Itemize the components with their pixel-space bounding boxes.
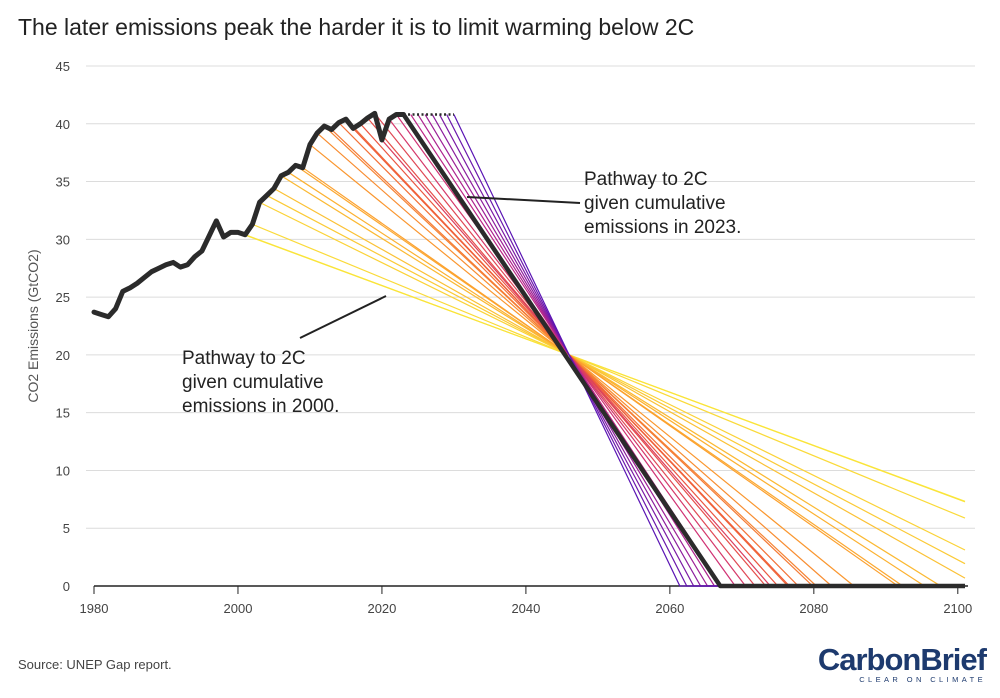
annotation-2000-line-1: Pathway to 2C [182,348,306,369]
x-tick-label-2040: 2040 [511,601,540,616]
annotation-2000-line-3: emissions in 2000. [182,396,339,417]
annotation-2023-leader [466,196,581,204]
pathway-line-2004 [266,194,966,565]
annotation-layer: Pathway to 2C given cumulative emissions i… [182,169,741,417]
x-tick-label-2000: 2000 [224,601,253,616]
y-tick-label-45: 45 [56,59,70,74]
y-tick-label-30: 30 [56,232,70,247]
annotation-2023-line-2: given cumulative [584,193,726,214]
annotation-2000-leader [299,295,387,339]
series-layer [91,110,965,589]
axis-layer: 0 5 10 15 20 25 30 35 40 45 1980 2000 2020 2040 2060 20… [56,59,973,616]
y-tick-label-35: 35 [56,175,70,190]
y-tick-label-40: 40 [56,117,70,132]
y-tick-label-25: 25 [56,290,70,305]
y-tick-label-5: 5 [63,521,70,536]
y-tick-label-15: 15 [56,406,70,421]
x-tick-label-2060: 2060 [655,601,684,616]
emissions-chart: 0 5 10 15 20 25 30 35 40 45 1980 2000 2020 2040 2060 20… [25,59,975,616]
annotation-2023-line-1: Pathway to 2C [584,169,708,190]
annotation-2023-line-3: emissions in 2023. [584,217,741,238]
pathway-line-2002 [252,223,966,519]
y-tick-label-10: 10 [56,463,70,478]
annotation-2000-line-2: given cumulative [182,372,324,393]
x-tick-label-2080: 2080 [799,601,828,616]
source-note: Source: UNEP Gap report. [18,657,172,672]
x-tick-label-2100: 2100 [943,601,972,616]
pathway-line-2005 [273,187,966,579]
y-tick-label-0: 0 [63,579,70,594]
logo-wordmark: CarbonBrief [817,642,987,677]
carbonbrief-logo: CarbonBrief CLEAR ON CLIMATE [817,642,987,685]
chart-title: The later emissions peak the harder it i… [18,14,695,40]
logo-tagline: CLEAR ON CLIMATE [859,675,986,684]
x-tick-label-1980: 1980 [80,601,109,616]
x-tick-label-2020: 2020 [367,601,396,616]
pathway-line-2003 [259,201,966,551]
pathway-line-2001 [244,234,966,503]
grid-layer [86,65,975,529]
historical-emissions-line [91,110,407,320]
highlighted-2023-pathway [401,113,965,589]
y-axis-label: CO2 Emissions (GtCO2) [25,249,41,402]
y-tick-label-20: 20 [56,348,70,363]
